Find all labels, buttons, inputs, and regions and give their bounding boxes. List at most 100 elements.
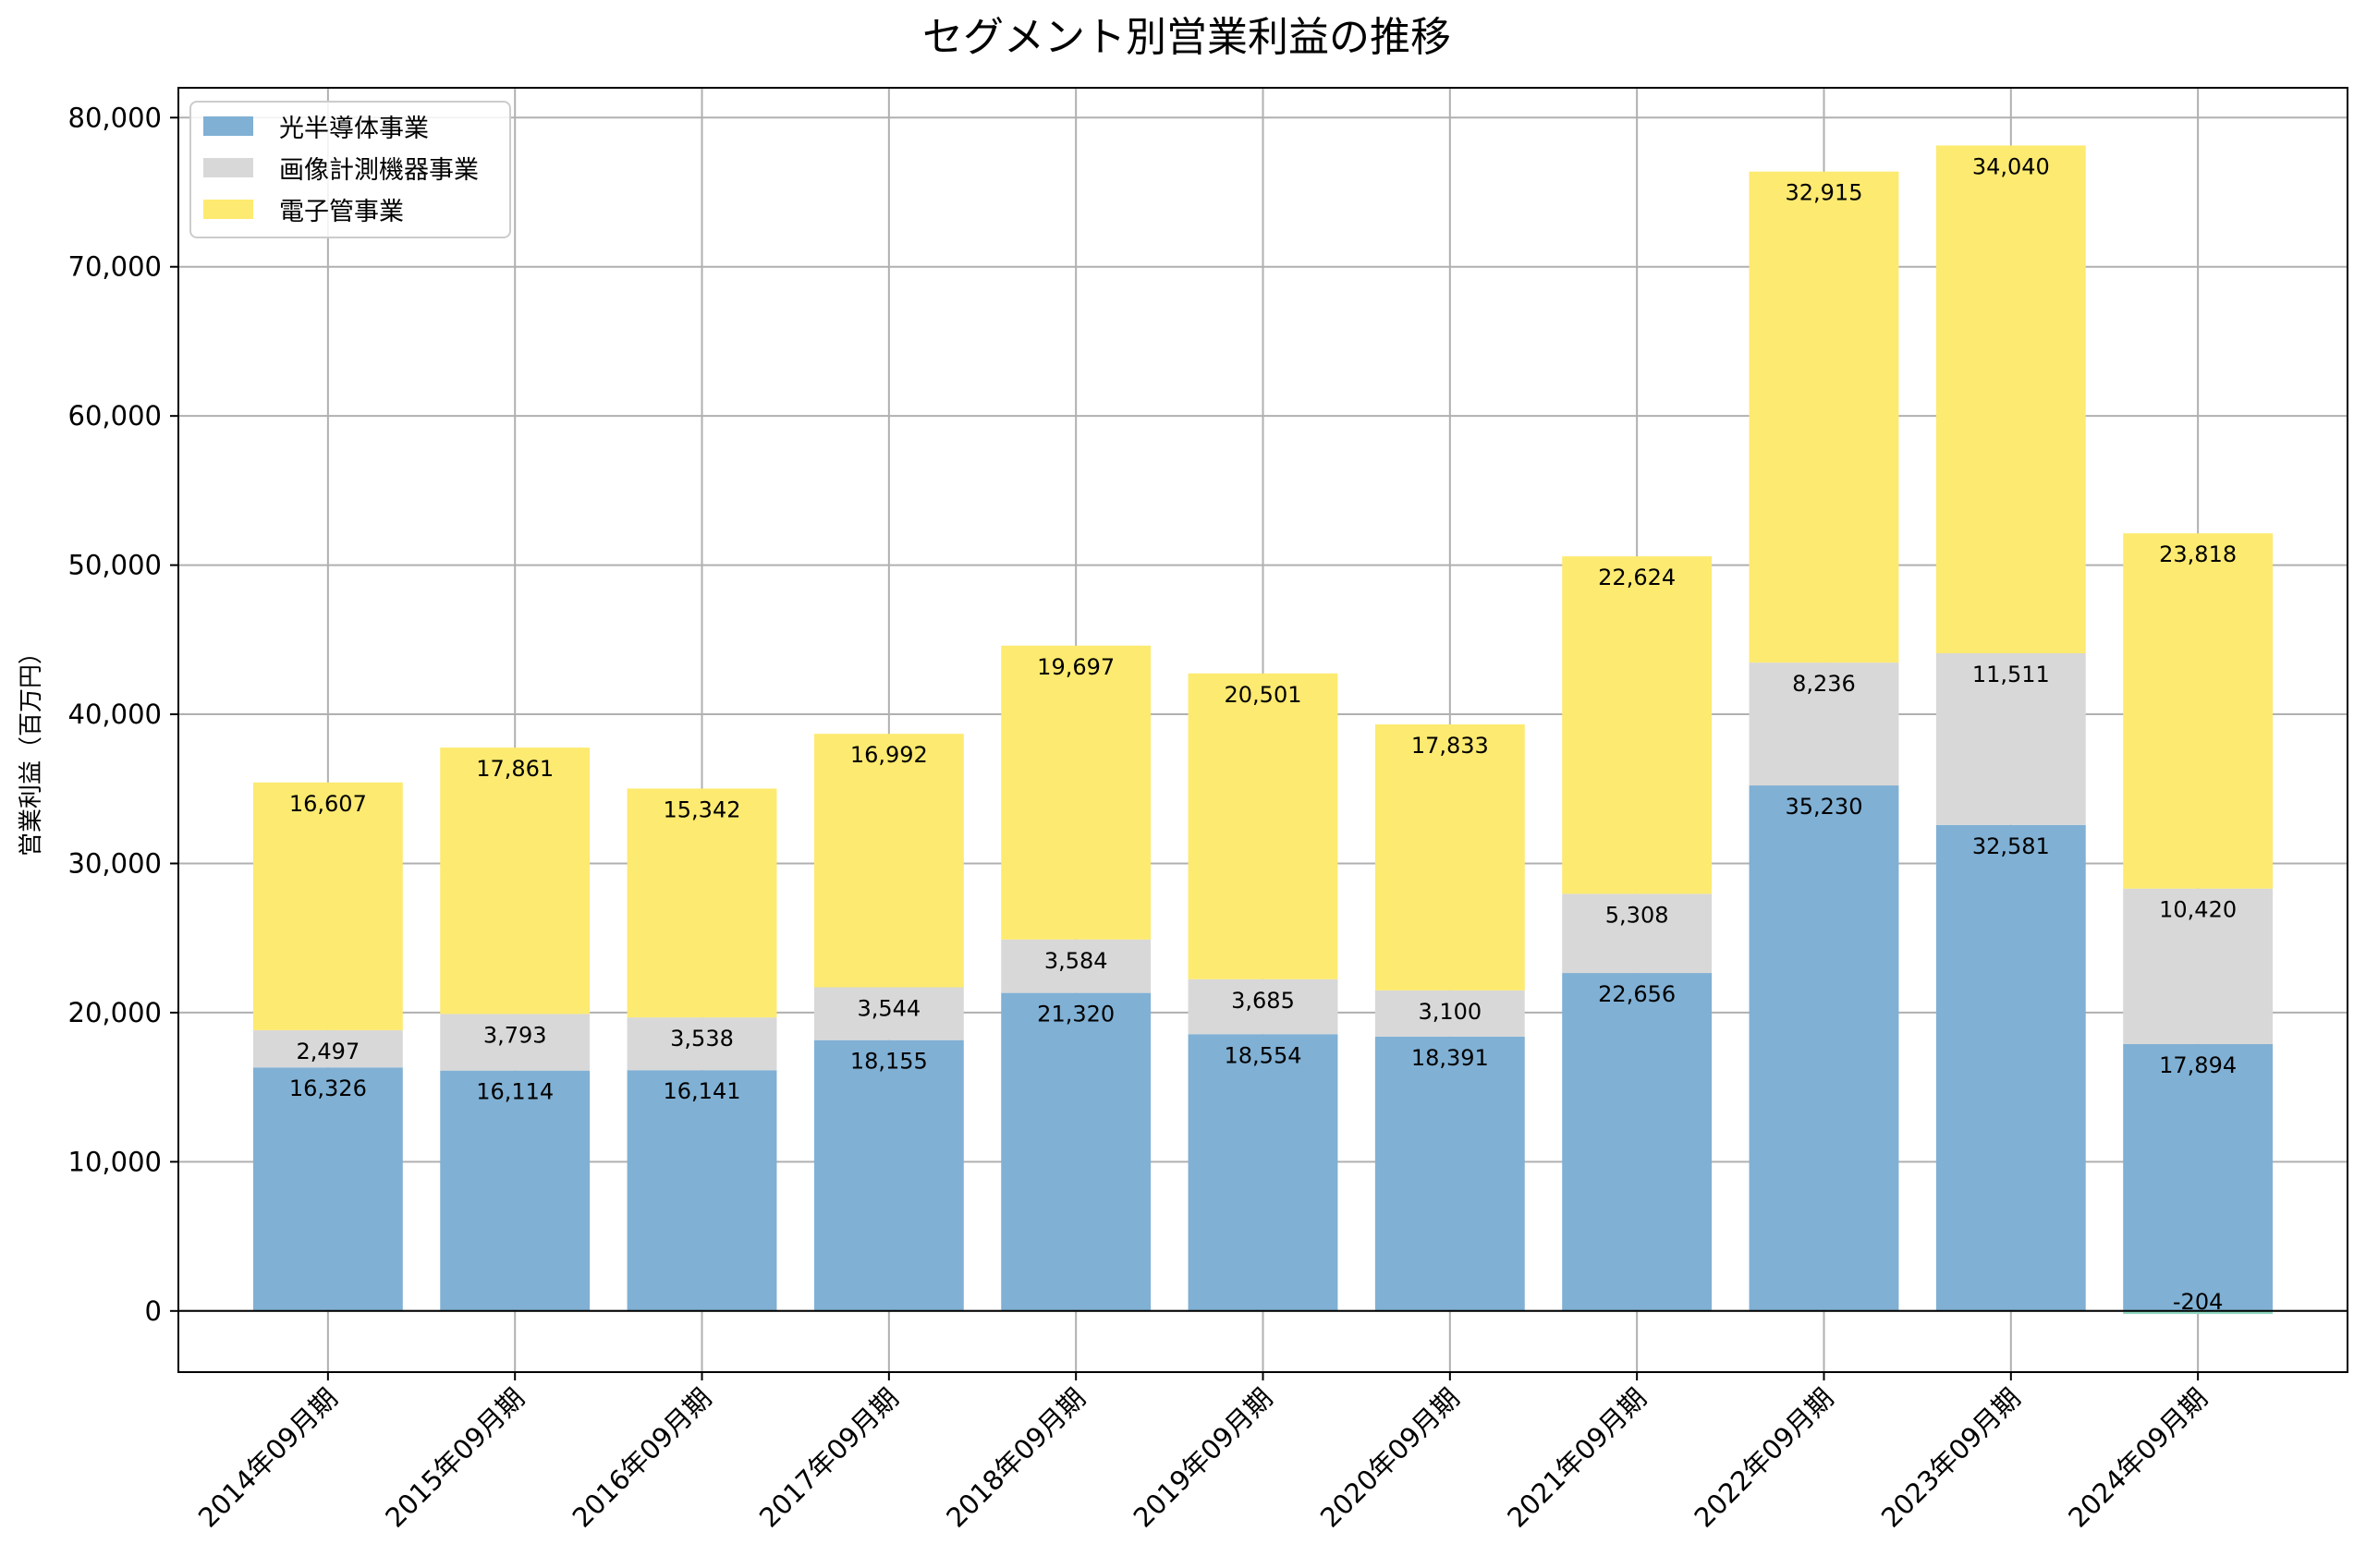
bar-2 xyxy=(1935,652,2086,825)
bar-value-label: 23,818 xyxy=(2159,541,2237,567)
bar-3 xyxy=(1562,556,1713,894)
bar-value-label: 17,894 xyxy=(2159,1052,2237,1078)
bar-2 xyxy=(1374,990,1525,1037)
y-axis-label: 営業利益（百万円） xyxy=(18,640,45,857)
x-tick-label: 2017年09月期 xyxy=(753,1382,905,1534)
y-tick-label: 30,000 xyxy=(68,847,162,879)
bar-value-label: 22,656 xyxy=(1598,981,1676,1007)
bar-2 xyxy=(2123,888,2274,1044)
bar-value-label: 32,915 xyxy=(1785,180,1862,206)
x-tick-label: 2023年09月期 xyxy=(1875,1382,2027,1534)
bar-value-label: 8,236 xyxy=(1792,671,1856,697)
y-tick-label: 60,000 xyxy=(68,400,162,432)
x-tick-label: 2015年09月期 xyxy=(379,1382,531,1534)
legend-swatch xyxy=(203,200,253,219)
bar-3 xyxy=(252,782,403,1030)
y-tick-label: 10,000 xyxy=(68,1146,162,1177)
bar-1 xyxy=(2123,1043,2274,1311)
bar-1 xyxy=(1001,992,1152,1311)
bar-value-label: 16,992 xyxy=(850,742,928,768)
bar-value-label: 11,511 xyxy=(1972,662,2050,687)
x-tick-label: 2024年09月期 xyxy=(2062,1382,2214,1534)
bar-value-label: 16,114 xyxy=(476,1079,554,1105)
bar-1 xyxy=(1188,1034,1338,1311)
bar-1 xyxy=(627,1070,777,1311)
bar-value-label: 10,420 xyxy=(2159,897,2237,923)
legend-box xyxy=(189,101,511,238)
y-tick-label: 40,000 xyxy=(68,699,162,730)
bar-value-label: 18,391 xyxy=(1411,1045,1489,1071)
bar-value-label: 15,342 xyxy=(664,796,741,822)
bar-value-label: 3,544 xyxy=(857,996,921,1022)
bar-3 xyxy=(1374,723,1525,991)
bar-value-label: 35,230 xyxy=(1785,794,1862,820)
bar-3 xyxy=(2123,533,2274,889)
bar-1 xyxy=(813,1039,964,1311)
bar-value-label: 16,326 xyxy=(289,1076,367,1101)
plot-frame xyxy=(177,87,2348,1373)
bar-value-label: 21,320 xyxy=(1037,1002,1115,1027)
chart-title: セグメント別営業利益の推移 xyxy=(922,14,1451,61)
bar-value-label: 3,685 xyxy=(1231,988,1295,1014)
bar-value-labels: 16,326 16,114 16,141 18,155 21,320 18,554 18,3… xyxy=(289,153,2237,1314)
bar-2 xyxy=(813,987,964,1040)
y-tick-label: 80,000 xyxy=(68,102,162,133)
bar-2 xyxy=(1188,978,1338,1035)
bar-value-label: 2,497 xyxy=(297,1039,360,1064)
y-tick-label: 70,000 xyxy=(68,251,162,283)
bar-value-label: 3,793 xyxy=(483,1022,547,1048)
legend-label: 電子管事業 xyxy=(279,198,404,226)
negative-bar xyxy=(2123,1310,2274,1315)
legend-label: 画像計測機器事業 xyxy=(279,156,479,185)
bar-1 xyxy=(1935,824,2086,1311)
y-tick-label: 50,000 xyxy=(68,550,162,581)
bar-1 xyxy=(1749,785,1899,1311)
bar-value-label: 18,155 xyxy=(850,1049,928,1075)
bar-3 xyxy=(627,788,777,1018)
bar-2 xyxy=(440,1014,591,1071)
bar-3 xyxy=(1001,645,1152,940)
bar-3 xyxy=(440,748,591,1015)
bar-value-label: 3,584 xyxy=(1044,948,1108,974)
bar-value-label: 16,141 xyxy=(664,1078,741,1104)
bar-value-label: 3,100 xyxy=(1418,999,1482,1025)
bar-value-label: 18,554 xyxy=(1225,1042,1302,1068)
bar-2 xyxy=(1749,662,1899,786)
bar-3 xyxy=(1935,145,2086,653)
bar-2 xyxy=(252,1029,403,1068)
bar-value-label: 3,538 xyxy=(670,1026,734,1051)
bars xyxy=(252,145,2274,1315)
y-tick-label: 20,000 xyxy=(68,997,162,1028)
bar-1 xyxy=(252,1067,403,1311)
x-tick-label: 2020年09月期 xyxy=(1314,1382,1466,1534)
x-tick-label: 2022年09月期 xyxy=(1689,1382,1840,1534)
legend-label: 光半導体事業 xyxy=(279,115,429,143)
bar-value-label: 17,861 xyxy=(476,756,554,782)
bar-value-label: 34,040 xyxy=(1972,153,2050,179)
x-tick-label: 2016年09月期 xyxy=(567,1382,718,1534)
bar-value-label: 5,308 xyxy=(1605,902,1669,928)
bar-value-label: 20,501 xyxy=(1225,682,1302,708)
bar-3 xyxy=(813,734,964,988)
bar-1 xyxy=(1374,1036,1525,1311)
legend-swatch xyxy=(203,116,253,136)
bar-1 xyxy=(1562,973,1713,1311)
bar-3 xyxy=(1749,171,1899,663)
bar-value-label: 17,833 xyxy=(1411,733,1489,759)
bar-2 xyxy=(627,1017,777,1071)
bar-value-label: 16,607 xyxy=(289,791,367,817)
y-tick-label: 0 xyxy=(145,1295,162,1327)
x-tick-label: 2018年09月期 xyxy=(940,1382,1092,1534)
bar-value-label: 19,697 xyxy=(1037,654,1115,680)
legend-swatch xyxy=(203,158,253,177)
bar-1 xyxy=(440,1070,591,1311)
bar-value-label: 22,624 xyxy=(1598,565,1676,590)
x-tick-label: 2019年09月期 xyxy=(1128,1382,1279,1534)
bar-2 xyxy=(1001,939,1152,993)
bar-3 xyxy=(1188,673,1338,979)
bar-2 xyxy=(1562,893,1713,974)
x-tick-label: 2021年09月期 xyxy=(1501,1382,1653,1534)
x-tick-label: 2014年09月期 xyxy=(192,1382,344,1534)
